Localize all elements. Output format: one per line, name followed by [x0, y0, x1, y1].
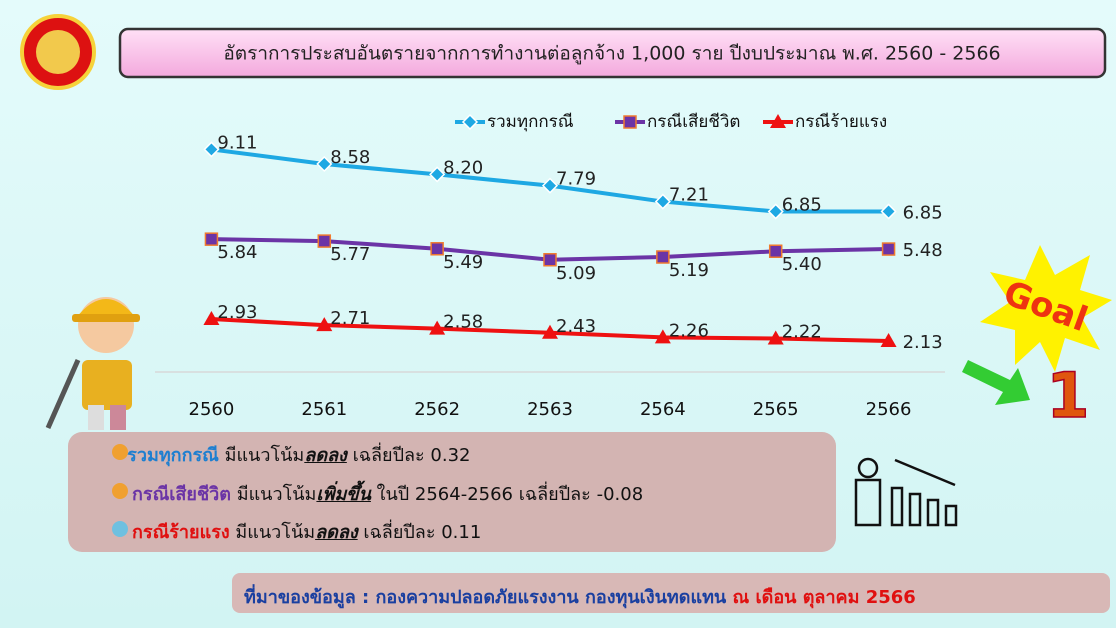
summary-box — [68, 432, 836, 552]
rank-text: 1 — [1046, 359, 1089, 432]
data-label: 6.85 — [782, 194, 822, 215]
source-date: ณ เดือน ตุลาคม 2566 — [732, 587, 916, 608]
point-marker — [656, 250, 670, 264]
data-label: 8.58 — [330, 147, 370, 168]
legend-label: กรณีร้ายแรง — [795, 112, 887, 132]
summary-trend: ลดลง — [304, 445, 347, 466]
data-label: 6.85 — [903, 202, 943, 223]
legend-label: กรณีเสียชีวิต — [647, 112, 740, 132]
point-marker — [203, 141, 220, 158]
point-marker — [880, 203, 897, 220]
summary-line: รวมทุกกรณี มีแนวโน้มลดลง เฉลี่ยปีละ 0.32 — [110, 440, 471, 469]
data-label: 5.84 — [217, 242, 257, 263]
point-marker — [429, 166, 446, 183]
summary-trend: ลดลง — [315, 522, 358, 543]
data-label: 2.58 — [443, 312, 483, 333]
summary-rest: เฉลี่ยปีละ 0.32 — [352, 445, 471, 466]
point-marker — [767, 203, 784, 220]
icon — [112, 483, 128, 499]
point-marker — [317, 234, 332, 248]
summary-trend: เพิ่มขึ้น — [316, 484, 371, 505]
summary-name: กรณีเสียชีวิต — [132, 484, 231, 505]
data-label: 5.49 — [443, 252, 483, 273]
data-label: 2.13 — [903, 332, 943, 353]
chart-title: อัตราการประสบอันตรายจากการทำงานต่อลูกจ้า… — [223, 43, 1000, 65]
summary-text: มีแนวโน้ม — [235, 522, 316, 543]
data-label: 2.26 — [669, 320, 709, 341]
x-tick-label: 2561 — [301, 399, 347, 420]
summary-name: รวมทุกกรณี — [127, 445, 219, 466]
data-label: 2.43 — [556, 316, 596, 337]
trend-icon — [854, 457, 958, 527]
data-label: 2.71 — [330, 308, 370, 329]
legend-marker — [623, 115, 637, 129]
data-label: 5.40 — [782, 254, 822, 275]
point-marker — [429, 320, 446, 335]
data-label: 8.20 — [443, 157, 483, 178]
point-marker — [316, 317, 333, 332]
data-label: 7.79 — [556, 169, 596, 190]
point-marker — [203, 311, 220, 326]
legend-marker — [461, 113, 479, 131]
point-marker — [430, 242, 444, 256]
source-text: ที่มาของข้อมูล : กองความปลอดภัยแรงงาน กอ… — [244, 587, 727, 608]
icon — [112, 444, 128, 460]
summary-text: มีแนวโน้ม — [236, 484, 317, 505]
summary-line: กรณีเสียชีวิต มีแนวโน้มเพิ่มขึ้น ในปี 25… — [132, 479, 643, 508]
x-tick-label: 2564 — [640, 399, 686, 420]
x-tick-label: 2566 — [866, 399, 912, 420]
source-line: ที่มาของข้อมูล : กองความปลอดภัยแรงงาน กอ… — [244, 582, 916, 611]
x-tick-label: 2563 — [527, 399, 573, 420]
point-marker — [316, 155, 333, 173]
goal-arrow — [962, 360, 1030, 405]
point-marker — [767, 330, 784, 345]
point-marker — [654, 329, 671, 344]
point-marker — [541, 177, 559, 194]
summary-name: กรณีร้ายแรง — [132, 522, 230, 543]
source-box — [232, 573, 1110, 613]
data-label: 2.22 — [782, 322, 822, 343]
data-label: 5.19 — [669, 260, 709, 281]
summary-rest: ในปี 2564-2566 เฉลี่ยปีละ -0.08 — [376, 484, 644, 505]
worker-illustration — [45, 297, 140, 430]
point-marker — [204, 232, 219, 246]
summary-line: กรณีร้ายแรง มีแนวโน้มลดลง เฉลี่ยปีละ 0.1… — [132, 517, 481, 546]
legend-marker — [770, 114, 786, 128]
data-label: 5.09 — [556, 263, 596, 284]
summary-text: มีแนวโน้ม — [224, 445, 305, 466]
x-tick-label: 2562 — [414, 399, 460, 420]
x-tick-label: 2565 — [753, 399, 799, 420]
point-marker — [881, 242, 896, 256]
data-label: 5.48 — [903, 240, 943, 261]
point-marker — [768, 244, 783, 258]
point-marker — [880, 332, 897, 347]
x-tick-label: 2560 — [189, 399, 235, 420]
title-box — [118, 27, 1107, 79]
data-label: 2.93 — [217, 302, 257, 323]
point-marker — [654, 193, 671, 210]
goal-burst — [980, 245, 1112, 372]
data-label: 5.77 — [330, 244, 370, 265]
icon — [112, 521, 128, 537]
data-label: 9.11 — [217, 132, 257, 153]
legend-label: รวมทุกกรณี — [487, 112, 574, 132]
point-marker — [542, 324, 558, 339]
summary-rest: เฉลี่ยปีละ 0.11 — [363, 522, 482, 543]
logo-inner — [36, 30, 80, 74]
point-marker — [543, 253, 557, 267]
data-label: 7.21 — [669, 185, 709, 206]
